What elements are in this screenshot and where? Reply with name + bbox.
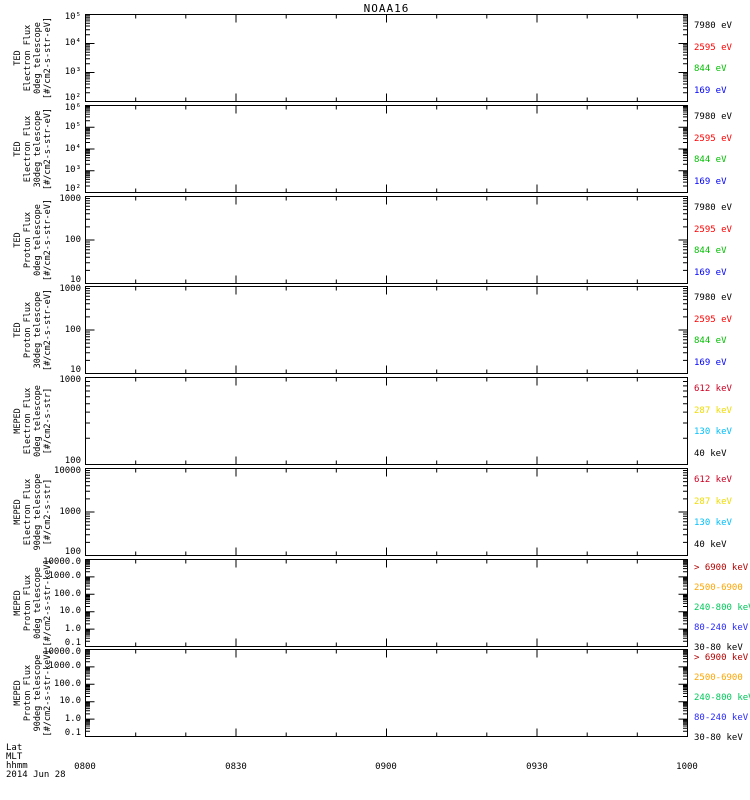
legend-label: 169 eV	[694, 177, 727, 187]
y-tick-label: 10000	[53, 466, 81, 476]
legend-label: 7980 eV	[694, 293, 732, 303]
legend-label: 7980 eV	[694, 203, 732, 213]
y-tick-label: 0.1	[64, 638, 81, 648]
y-tick-label: 10⁵	[64, 122, 81, 132]
y-tick-label: 10⁴	[64, 144, 81, 154]
legend-label: 80-240 keV	[694, 713, 749, 723]
legend-label: 2595 eV	[694, 225, 732, 235]
axis-ticks	[85, 649, 688, 737]
x-tick-label: 0900	[375, 762, 397, 772]
legend-label: 287 keV	[694, 406, 732, 416]
y-tick-label: 1000	[59, 284, 81, 294]
y-tick-label: 10³	[64, 67, 81, 77]
x-tick-label: 0830	[225, 762, 247, 772]
y-tick-label: 10000.0	[43, 557, 81, 567]
y-tick-label: 100	[64, 325, 81, 335]
axis-ticks	[85, 286, 688, 374]
y-tick-label: 1000	[59, 375, 81, 385]
legend-label: > 6900 keV	[694, 653, 749, 663]
y-tick-label: 100	[64, 456, 81, 466]
legend-label: 169 eV	[694, 268, 727, 278]
y-tick-label: 10⁶	[64, 103, 81, 113]
plot-panel	[85, 468, 688, 556]
legend-label: 130 keV	[694, 427, 732, 437]
y-tick-label: 10⁴	[64, 38, 81, 48]
y-tick-label: 10	[70, 275, 81, 285]
legend-label: > 6900 keV	[694, 563, 749, 573]
legend-label: 240-800 keV	[694, 693, 750, 703]
y-tick-label: 10000.0	[43, 647, 81, 657]
axis-ticks	[85, 196, 688, 284]
legend-label: 844 eV	[694, 336, 727, 346]
y-tick-label: 1000.0	[48, 661, 81, 671]
legend-label: 844 eV	[694, 246, 727, 256]
axis-ticks	[85, 14, 688, 102]
y-tick-label: 1000.0	[48, 571, 81, 581]
y-tick-label: 10⁵	[64, 12, 81, 22]
y-tick-label: 1.0	[64, 624, 81, 634]
y-tick-label: 10	[70, 365, 81, 375]
legend-label: 130 keV	[694, 518, 732, 528]
y-tick-label: 100	[64, 547, 81, 557]
y-tick-label: 10³	[64, 165, 81, 175]
chart-title: NOAA16	[363, 2, 410, 15]
legend-label: 287 keV	[694, 497, 732, 507]
lat-row-label: Lat	[6, 743, 23, 753]
legend-label: 2595 eV	[694, 134, 732, 144]
legend-label: 40 keV	[694, 449, 727, 459]
y-tick-label: 1.0	[64, 714, 81, 724]
axis-ticks	[85, 468, 688, 556]
y-tick-label: 0.1	[64, 728, 81, 738]
y-tick-label: 10²	[64, 93, 81, 103]
y-tick-label: 100.0	[53, 679, 81, 689]
legend-label: 169 eV	[694, 86, 727, 96]
y-tick-label: 10.0	[59, 696, 81, 706]
plot-panel	[85, 196, 688, 284]
y-axis-title: MEPED Proton Flux 90deg telescope [#/cm2…	[13, 649, 53, 737]
plot-panel	[85, 14, 688, 102]
legend-label: 612 keV	[694, 384, 732, 394]
legend-label: 844 eV	[694, 64, 727, 74]
legend-label: 7980 eV	[694, 112, 732, 122]
y-tick-label: 10²	[64, 184, 81, 194]
axis-ticks	[85, 559, 688, 647]
plot-panel	[85, 105, 688, 193]
legend-label: 80-240 keV	[694, 623, 749, 633]
legend-label: 240-800 keV	[694, 603, 750, 613]
hhmm-row-label: hhmm	[6, 761, 28, 771]
legend-label: 7980 eV	[694, 21, 732, 31]
y-tick-label: 10.0	[59, 606, 81, 616]
legend-label: 2595 eV	[694, 315, 732, 325]
legend-label: 612 keV	[694, 475, 732, 485]
axis-ticks	[85, 105, 688, 193]
y-tick-label: 1000	[59, 507, 81, 517]
y-tick-label: 100	[64, 235, 81, 245]
plot-panel	[85, 286, 688, 374]
legend-label: 2500-6900	[694, 673, 743, 683]
legend-label: 30-80 keV	[694, 733, 743, 743]
legend-label: 40 keV	[694, 540, 727, 550]
plot-panel	[85, 559, 688, 647]
plot-panel	[85, 649, 688, 737]
legend-label: 2595 eV	[694, 43, 732, 53]
legend-label: 2500-6900	[694, 583, 743, 593]
legend-label: 30-80 keV	[694, 643, 743, 653]
axis-footer: Lat MLT hhmm 2014 Jun 28	[6, 744, 66, 780]
y-tick-label: 100.0	[53, 589, 81, 599]
axis-ticks	[85, 377, 688, 465]
legend-label: 844 eV	[694, 155, 727, 165]
legend-label: 169 eV	[694, 358, 727, 368]
plot-panel	[85, 377, 688, 465]
y-tick-label: 1000	[59, 194, 81, 204]
date-label: 2014 Jun 28	[6, 770, 66, 780]
x-tick-label: 0800	[74, 762, 96, 772]
mlt-row-label: MLT	[6, 752, 23, 762]
x-tick-label: 0930	[526, 762, 548, 772]
x-tick-label: 1000	[676, 762, 698, 772]
